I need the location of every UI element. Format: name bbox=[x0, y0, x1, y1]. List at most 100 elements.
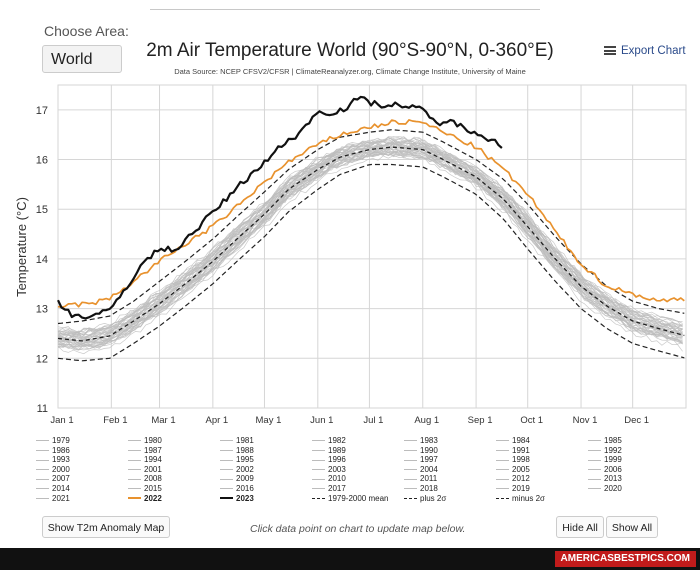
x-tick-label: Dec 1 bbox=[624, 415, 649, 426]
legend-item[interactable]: 1979-2000 mean bbox=[312, 494, 389, 503]
legend-item[interactable]: 2022 bbox=[128, 494, 162, 503]
legend-item[interactable]: 1988 bbox=[220, 446, 254, 455]
legend-item[interactable]: 1997 bbox=[404, 455, 438, 464]
historic-year-line[interactable] bbox=[57, 155, 683, 355]
y-tick-label: 14 bbox=[36, 254, 48, 266]
historic-year-line[interactable] bbox=[57, 149, 683, 350]
legend-item[interactable]: 2014 bbox=[36, 484, 70, 493]
legend-item[interactable]: 1983 bbox=[404, 436, 438, 445]
legend-item[interactable]: minus 2σ bbox=[496, 494, 545, 503]
legend-item[interactable]: 2005 bbox=[496, 465, 530, 474]
legend-item[interactable]: 1980 bbox=[128, 436, 162, 445]
y-tick-label: 16 bbox=[36, 155, 48, 167]
legend-item[interactable]: 2015 bbox=[128, 484, 162, 493]
legend-swatch bbox=[496, 449, 509, 451]
legend-swatch bbox=[312, 449, 325, 451]
legend-item[interactable]: 2002 bbox=[220, 465, 254, 474]
legend-label: 2016 bbox=[236, 484, 254, 493]
legend-item[interactable]: 1985 bbox=[588, 436, 622, 445]
legend-item[interactable]: 1999 bbox=[588, 455, 622, 464]
series-lines[interactable] bbox=[57, 95, 685, 362]
legend-item[interactable]: 2009 bbox=[220, 474, 254, 483]
historic-year-line[interactable] bbox=[57, 139, 683, 336]
legend-item[interactable]: 2011 bbox=[404, 474, 437, 483]
legend-item[interactable]: 1990 bbox=[404, 446, 438, 455]
legend-item[interactable]: 2016 bbox=[220, 484, 254, 493]
legend-item[interactable]: 2012 bbox=[496, 474, 530, 483]
legend-item[interactable]: 1993 bbox=[36, 455, 70, 464]
x-axis-ticks: Jan 1 Feb 1 Mar 1 Apr 1 May 1 Jun 1 Jul 1 Aug 1… bbox=[50, 415, 649, 426]
hide-all-button[interactable]: Hide All bbox=[556, 516, 604, 538]
legend-swatch bbox=[312, 478, 325, 480]
legend-item[interactable]: 1986 bbox=[36, 446, 70, 455]
legend-label: 2023 bbox=[236, 493, 254, 503]
legend-item[interactable]: 1994 bbox=[128, 455, 162, 464]
legend-item[interactable]: 1979 bbox=[36, 436, 70, 445]
export-chart-button[interactable]: Export Chart bbox=[604, 45, 686, 57]
y-axis-ticks: 11 12 13 14 15 16 17 bbox=[36, 105, 48, 415]
historic-year-line[interactable] bbox=[57, 137, 683, 336]
legend-label: 1994 bbox=[144, 455, 162, 465]
legend-item[interactable]: 2010 bbox=[312, 474, 346, 483]
legend-swatch bbox=[404, 497, 417, 499]
legend-swatch bbox=[588, 440, 601, 442]
legend-item[interactable]: 1998 bbox=[496, 455, 530, 464]
legend-item[interactable]: 1996 bbox=[312, 455, 346, 464]
legend-label: 1988 bbox=[236, 445, 254, 455]
chart-hint: Click data point on chart to update map … bbox=[250, 523, 466, 535]
legend-swatch bbox=[588, 459, 601, 461]
show-all-button[interactable]: Show All bbox=[606, 516, 658, 538]
historic-year-line[interactable] bbox=[57, 141, 683, 337]
legend-item[interactable]: 2004 bbox=[404, 465, 438, 474]
legend-item[interactable]: 2018 bbox=[404, 484, 438, 493]
legend-item[interactable]: 1984 bbox=[496, 436, 530, 445]
historic-year-line[interactable] bbox=[57, 138, 683, 337]
series-line-1979-2000-mean[interactable] bbox=[57, 146, 685, 342]
historic-year-line[interactable] bbox=[57, 145, 683, 344]
legend-item[interactable]: 1995 bbox=[220, 455, 254, 464]
series-line-2023[interactable] bbox=[57, 95, 503, 320]
legend-item[interactable]: 1982 bbox=[312, 436, 346, 445]
legend-item[interactable]: 1989 bbox=[312, 446, 346, 455]
legend-item[interactable]: 2013 bbox=[588, 474, 622, 483]
legend-item[interactable]: 2019 bbox=[496, 484, 530, 493]
legend-item[interactable]: 2020 bbox=[588, 484, 622, 493]
legend-item[interactable]: 2021 bbox=[36, 494, 70, 503]
x-tick-label: Jun 1 bbox=[310, 415, 333, 426]
legend-item[interactable]: 2006 bbox=[588, 465, 622, 474]
historic-year-line[interactable] bbox=[57, 148, 683, 348]
y-tick-label: 11 bbox=[37, 403, 48, 415]
historic-year-line[interactable] bbox=[57, 151, 683, 349]
legend-item[interactable]: 2003 bbox=[312, 465, 346, 474]
legend-item[interactable]: 2000 bbox=[36, 465, 70, 474]
historic-year-line[interactable] bbox=[57, 150, 683, 351]
series-line-2022[interactable] bbox=[57, 119, 685, 309]
temperature-chart: 11 12 13 14 15 16 17 Jan 1 Feb 1 Mar 1 Apr 1 May 1… bbox=[14, 84, 687, 426]
legend-item[interactable]: 1992 bbox=[588, 446, 622, 455]
legend-item[interactable]: 2001 bbox=[128, 465, 162, 474]
historic-year-line[interactable] bbox=[57, 143, 683, 342]
legend-label: 1985 bbox=[604, 436, 622, 445]
historic-year-line[interactable] bbox=[57, 136, 683, 333]
legend-item[interactable]: 1991 bbox=[496, 446, 530, 455]
y-tick-label: 12 bbox=[36, 353, 48, 365]
area-select[interactable]: World bbox=[42, 45, 122, 73]
show-anomaly-map-button[interactable]: Show T2m Anomaly Map bbox=[42, 516, 170, 538]
legend-swatch bbox=[496, 497, 509, 499]
historic-year-line[interactable] bbox=[57, 136, 683, 334]
legend-swatch bbox=[36, 478, 49, 480]
series-line-minus-2-[interactable] bbox=[57, 163, 685, 362]
legend-item[interactable]: 1987 bbox=[128, 446, 162, 455]
legend-label: 1984 bbox=[512, 436, 530, 445]
legend-item[interactable]: 2007 bbox=[36, 474, 70, 483]
legend-item[interactable]: 2008 bbox=[128, 474, 162, 483]
legend-item[interactable]: 1981 bbox=[220, 436, 254, 445]
historic-year-line[interactable] bbox=[57, 150, 683, 351]
legend-item[interactable]: 2017 bbox=[312, 484, 346, 493]
historic-year-line[interactable] bbox=[57, 136, 683, 333]
historic-year-line[interactable] bbox=[57, 152, 683, 351]
legend-item[interactable]: plus 2σ bbox=[404, 494, 446, 503]
x-tick-label: Feb 1 bbox=[103, 415, 127, 426]
legend-swatch bbox=[36, 469, 49, 471]
legend-item[interactable]: 2023 bbox=[220, 494, 254, 503]
